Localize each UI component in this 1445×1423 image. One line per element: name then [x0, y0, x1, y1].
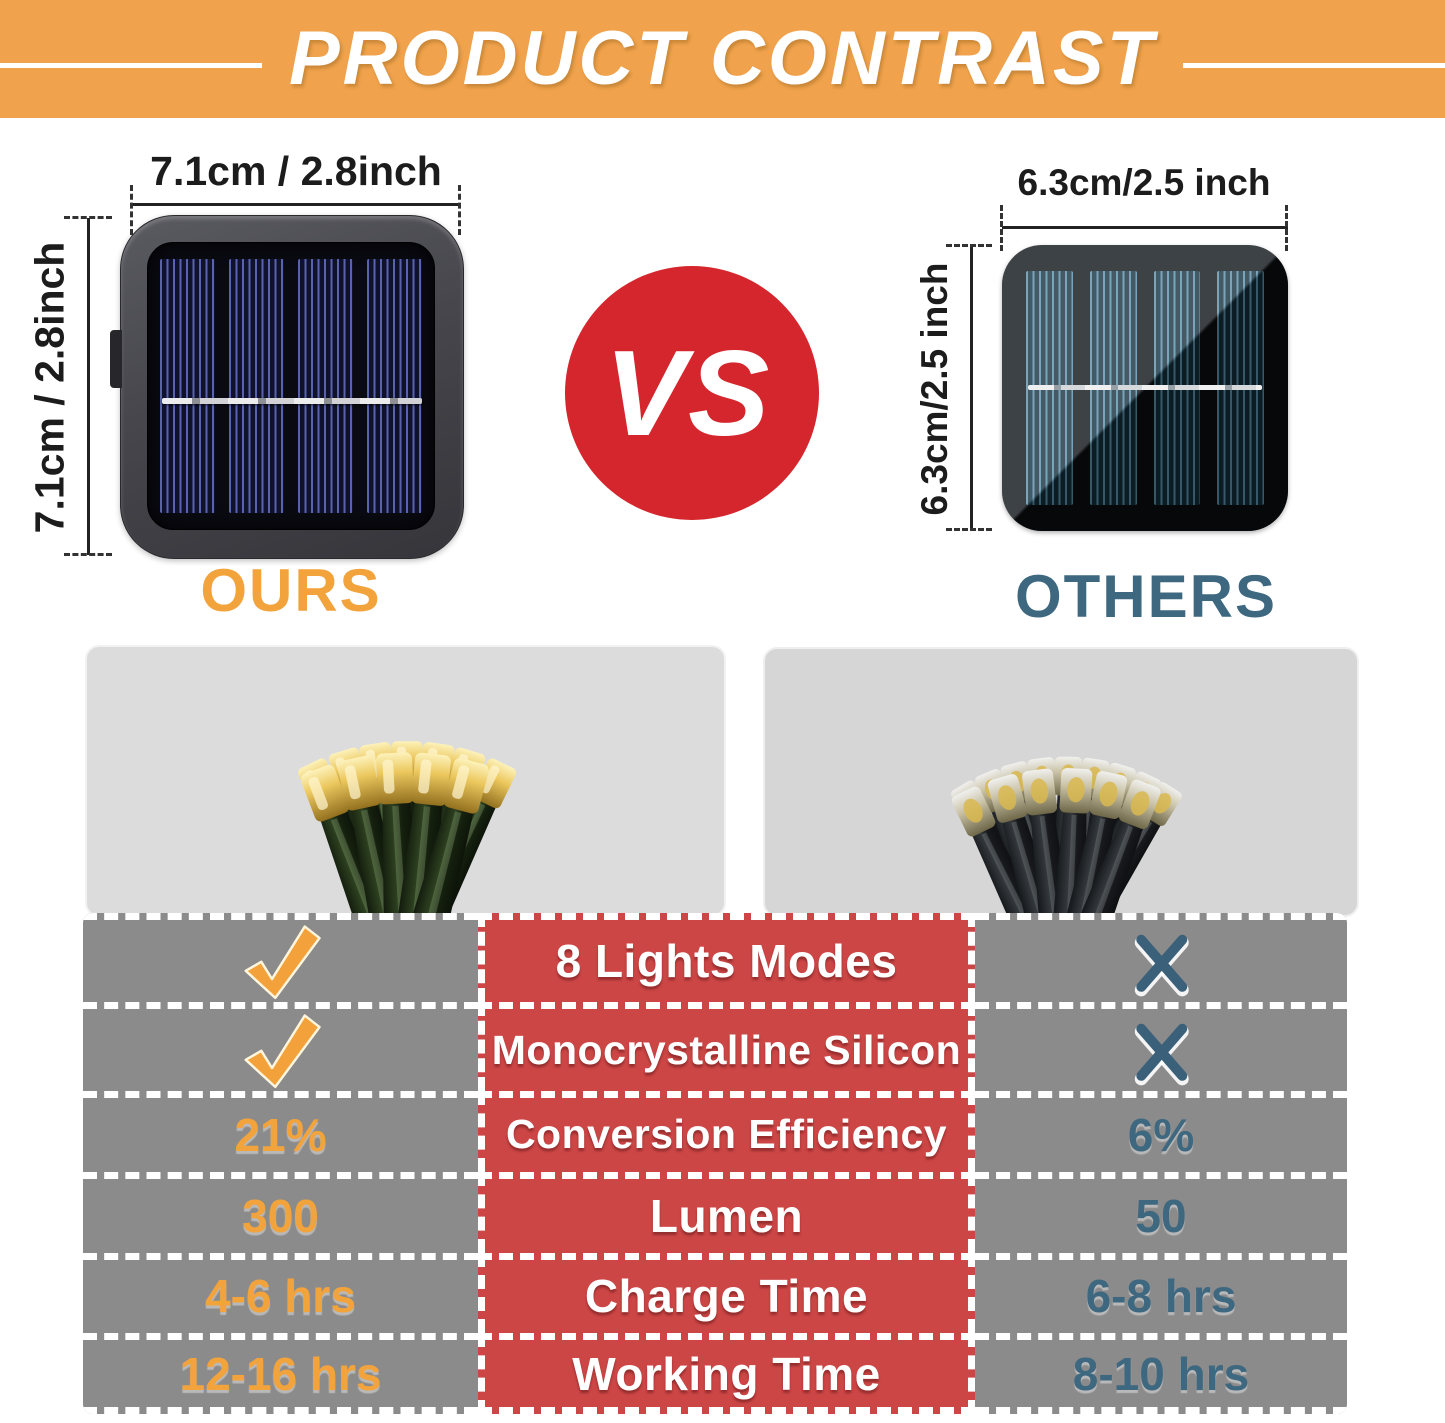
feature-cell: Charge Time — [478, 1252, 975, 1334]
others-label: OTHERS — [1014, 563, 1278, 630]
dimension-tick — [946, 528, 992, 531]
others-value-cell: 6% — [975, 1091, 1347, 1172]
feature-label: 8 Lights Modes — [555, 935, 898, 987]
ours-label: OURS — [200, 557, 382, 624]
ours-width-dimension-line — [132, 203, 460, 206]
others-value: 50 — [1135, 1189, 1187, 1242]
dimension-tick — [130, 185, 133, 235]
others-value: 6% — [1127, 1108, 1195, 1161]
comparison-table: 8 Lights Modes Monocrystalline Silicon 21%… — [83, 913, 1347, 1414]
ours-lights-photo — [85, 645, 726, 917]
others-value-cell — [975, 1002, 1347, 1091]
vs-badge: VS — [565, 266, 819, 520]
feature-label: Conversion Efficiency — [505, 1111, 948, 1158]
ours-value: 12-16 hrs — [179, 1347, 382, 1400]
dimension-tick — [458, 185, 461, 235]
ours-value: 4-6 hrs — [205, 1270, 356, 1323]
feature-cell: 8 Lights Modes — [478, 913, 975, 1002]
cross-icon — [1134, 1023, 1189, 1086]
others-value-cell: 50 — [975, 1171, 1347, 1253]
others-height-dimension-line — [970, 246, 973, 530]
others-value-cell: 8-10 hrs — [975, 1333, 1347, 1414]
feature-cell: Lumen — [478, 1171, 975, 1253]
dimension-tick — [64, 216, 112, 219]
feature-label: Charge Time — [584, 1270, 869, 1323]
feature-label: Monocrystalline Silicon — [491, 1026, 962, 1073]
header-right-rule — [1183, 63, 1445, 68]
ours-value-cell: 12-16 hrs — [83, 1333, 478, 1414]
solar-busbar — [1028, 385, 1262, 390]
ours-value-cell: 4-6 hrs — [83, 1252, 478, 1334]
cross-icon — [1134, 934, 1189, 997]
feature-label: Working Time — [572, 1347, 881, 1400]
solar-busbar — [162, 398, 422, 404]
ours-width-dimension: 7.1cm / 2.8inch — [150, 148, 442, 194]
others-value: 8-10 hrs — [1072, 1347, 1250, 1400]
others-width-dimension: 6.3cm/2.5 inch — [1017, 162, 1271, 203]
header-banner: PRODUCT CONTRAST — [0, 0, 1445, 118]
ours-value-cell — [83, 913, 478, 1002]
ours-value: 21% — [234, 1108, 327, 1161]
header-left-rule — [0, 63, 262, 68]
dimension-tick — [64, 553, 112, 556]
page-title: PRODUCT CONTRAST — [288, 16, 1157, 101]
ours-height-dimension-line — [87, 218, 90, 555]
others-value-cell: 6-8 hrs — [975, 1252, 1347, 1334]
others-width-dimension-line — [1002, 226, 1288, 229]
check-icon — [244, 1014, 321, 1089]
string-lights-illustration — [292, 740, 522, 915]
ours-value: 300 — [242, 1189, 319, 1242]
string-lights-illustration — [946, 756, 1187, 915]
feature-cell: Monocrystalline Silicon — [478, 1002, 975, 1091]
ours-solar-panel-image — [120, 215, 464, 559]
feature-cell: Conversion Efficiency — [478, 1091, 975, 1172]
dimension-tick — [1000, 205, 1003, 251]
vs-label: VS — [604, 325, 772, 461]
ours-panel-side-clip — [110, 330, 122, 388]
dimension-tick — [946, 244, 992, 247]
ours-value-cell — [83, 1002, 478, 1091]
others-height-dimension: 6.3cm/2.5 inch — [914, 262, 955, 516]
others-lights-photo — [763, 647, 1359, 917]
others-solar-panel-image — [1002, 245, 1288, 531]
feature-label: Lumen — [649, 1189, 804, 1242]
others-value-cell — [975, 913, 1347, 1002]
ours-value-cell: 300 — [83, 1171, 478, 1253]
ours-value-cell: 21% — [83, 1091, 478, 1172]
feature-cell: Working Time — [478, 1333, 975, 1414]
dimension-tick — [1285, 205, 1288, 251]
ours-solar-cells — [147, 242, 435, 530]
ours-height-dimension: 7.1cm / 2.8inch — [26, 241, 73, 534]
check-icon — [244, 925, 321, 1000]
others-value: 6-8 hrs — [1085, 1270, 1237, 1323]
